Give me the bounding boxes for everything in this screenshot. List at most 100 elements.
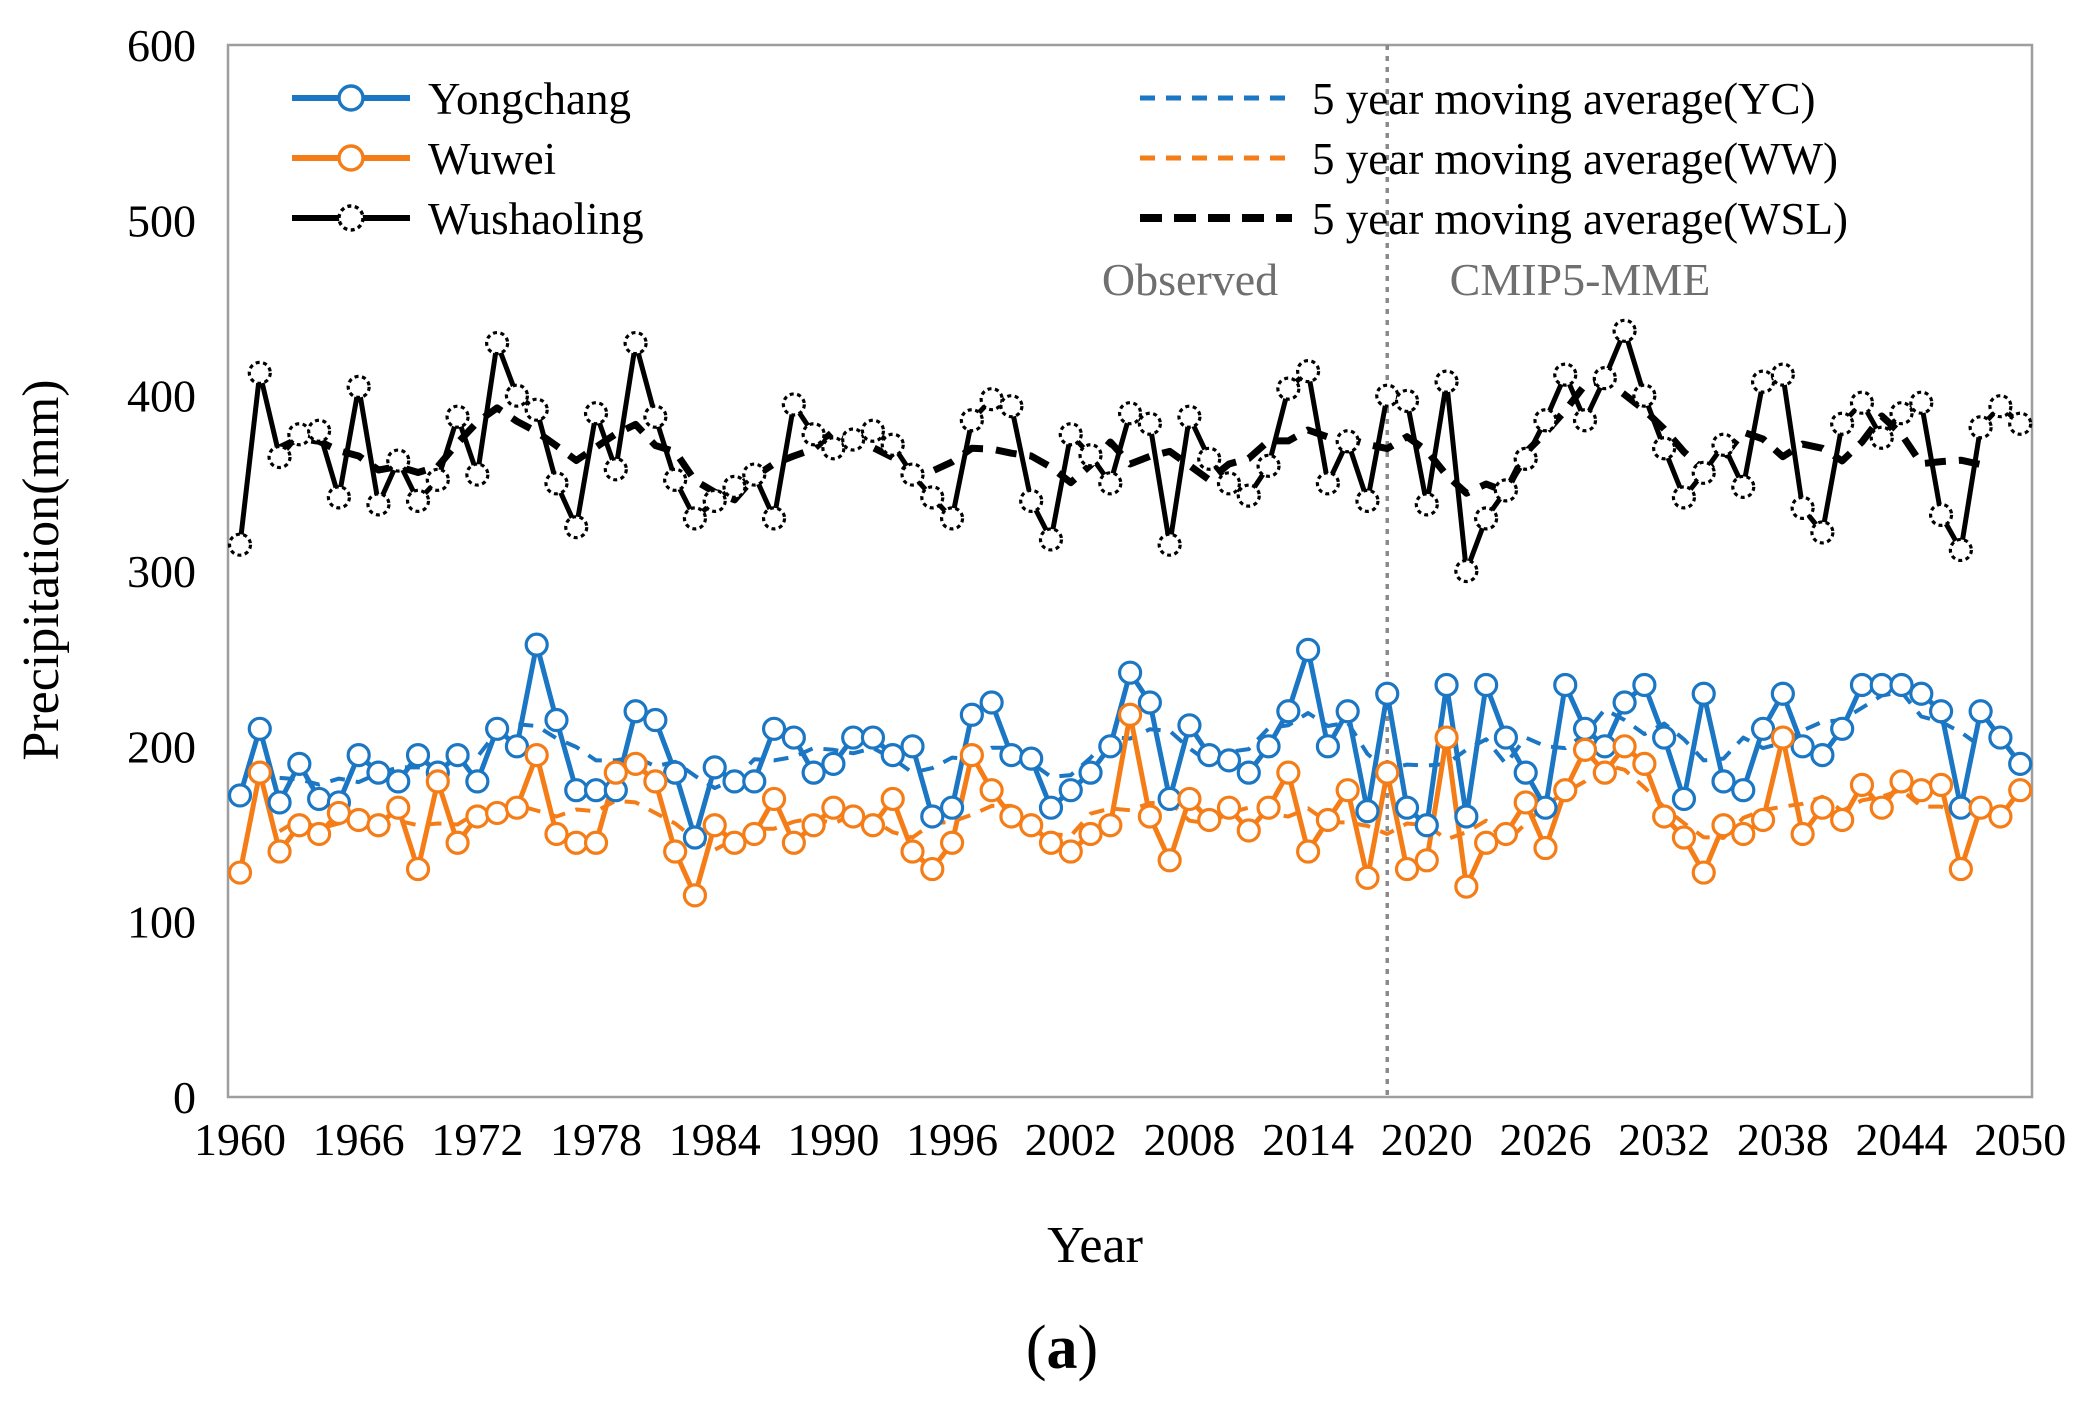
series-wushaoling-marker bbox=[425, 467, 450, 492]
series-wushaoling-marker bbox=[801, 422, 826, 447]
y-tick-label: 500 bbox=[127, 195, 196, 246]
series-wushaoling-marker bbox=[1770, 362, 1795, 387]
plot-area: 0 100 200 300 400 500 600 1960 1966 1972 1978 1984 1… bbox=[127, 20, 2066, 1165]
series-wuwei-marker bbox=[1612, 734, 1637, 759]
series-wuwei-marker bbox=[465, 804, 490, 829]
series-wuwei-marker bbox=[920, 856, 945, 882]
series-yongchang-marker bbox=[307, 786, 332, 812]
series-wushaoling-marker bbox=[583, 401, 609, 426]
series-yongchang-marker bbox=[1830, 716, 1855, 741]
series-wuwei-marker bbox=[623, 751, 648, 776]
series-yongchang-marker bbox=[1117, 660, 1143, 685]
legend-label-ma-wsl: 5 year moving average(WSL) bbox=[1312, 194, 1848, 244]
series-yongchang-marker bbox=[524, 632, 549, 657]
series-yongchang-marker bbox=[405, 742, 431, 768]
series-yongchang-marker bbox=[1019, 746, 1044, 771]
series-wuwei-marker bbox=[1474, 830, 1499, 855]
series-wushaoling-marker bbox=[1335, 429, 1360, 454]
series-wushaoling-marker bbox=[761, 506, 787, 531]
series-wuwei-marker bbox=[267, 839, 292, 864]
series-yongchang-marker bbox=[1375, 681, 1400, 706]
series-wuwei-marker bbox=[1572, 737, 1598, 762]
series-wuwei-marker bbox=[1632, 751, 1657, 776]
series-wushaoling-marker bbox=[1493, 478, 1519, 503]
series-yongchang-marker bbox=[1493, 725, 1519, 750]
series-wuwei-marker bbox=[1770, 725, 1795, 750]
legend-marker-wushaoling bbox=[337, 204, 365, 232]
series-yongchang-marker bbox=[504, 734, 530, 759]
x-tick-label: 2044 bbox=[1856, 1114, 1948, 1165]
series-yongchang-marker bbox=[1671, 786, 1697, 812]
x-tick-label: 2026 bbox=[1499, 1114, 1591, 1165]
series-wuwei-marker bbox=[1909, 778, 1934, 803]
series-wushaoling-marker bbox=[326, 485, 351, 510]
series-wuwei-marker bbox=[1948, 856, 1973, 882]
series-wushaoling-marker bbox=[1869, 425, 1894, 450]
series-wuwei-marker bbox=[643, 769, 668, 794]
series-yongchang-marker bbox=[1296, 637, 1321, 663]
series-wuwei-marker bbox=[841, 804, 866, 829]
series-wushaoling-marker bbox=[405, 488, 431, 513]
x-tick-label: 2020 bbox=[1381, 1114, 1473, 1165]
series-wushaoling-marker bbox=[920, 485, 945, 510]
series-wuwei-marker bbox=[326, 800, 351, 826]
y-tick-label: 600 bbox=[127, 20, 196, 71]
moving-average-line-ww bbox=[278, 762, 1981, 852]
x-tick-label: 1984 bbox=[669, 1114, 761, 1165]
series-wuwei-marker bbox=[1157, 848, 1182, 873]
series-wushaoling-marker bbox=[1572, 408, 1598, 433]
series-wushaoling-marker bbox=[781, 392, 806, 417]
series-yongchang-marker bbox=[247, 716, 272, 741]
series-wuwei-marker bbox=[346, 807, 371, 833]
series-wushaoling-marker bbox=[1038, 527, 1064, 552]
series-yongchang-marker bbox=[1434, 672, 1459, 698]
series-yongchang-marker bbox=[939, 795, 965, 820]
observed-region-label: Observed bbox=[1102, 254, 1278, 305]
series-yongchang-marker bbox=[346, 742, 371, 768]
series-wushaoling-marker bbox=[841, 427, 866, 452]
series-wushaoling-marker bbox=[742, 462, 767, 487]
series-yongchang-marker bbox=[1078, 760, 1103, 785]
series-wuwei-marker bbox=[1928, 772, 1954, 798]
series-wuwei-marker bbox=[1177, 786, 1202, 812]
series-yongchang-marker bbox=[1909, 681, 1934, 706]
series-wushaoling-marker bbox=[1988, 394, 2013, 419]
y-tick-label: 0 bbox=[173, 1072, 196, 1123]
series-yongchang-marker bbox=[1810, 742, 1835, 768]
series-wuwei-marker bbox=[405, 856, 431, 882]
series-wuwei-marker bbox=[1137, 804, 1162, 829]
series-yongchang-marker bbox=[1335, 699, 1360, 724]
series-yongchang-marker bbox=[959, 702, 984, 727]
series-wushaoling-marker bbox=[1177, 404, 1202, 429]
series-yongchang-marker bbox=[544, 707, 569, 733]
series-wuwei-marker bbox=[1434, 725, 1459, 750]
legend-label-ma-ww: 5 year moving average(WW) bbox=[1312, 134, 1838, 184]
series-yongchang-marker bbox=[702, 755, 727, 780]
series-wuwei-marker bbox=[1256, 795, 1281, 820]
series-wuwei-marker bbox=[781, 830, 806, 855]
series-wushaoling-marker bbox=[1849, 390, 1875, 415]
series-yongchang-marker bbox=[1137, 690, 1162, 715]
series-yongchang-marker bbox=[1968, 699, 1993, 724]
plot-border bbox=[226, 43, 2034, 1099]
caption-letter: a bbox=[1047, 1314, 1078, 1382]
series-yongchang-marker bbox=[999, 742, 1024, 768]
series-wuwei-marker bbox=[1216, 795, 1242, 820]
series-wushaoling-marker bbox=[1632, 383, 1657, 408]
series-wushaoling-marker bbox=[1375, 383, 1400, 408]
series-wuwei-marker bbox=[1414, 848, 1439, 873]
series-wushaoling-marker bbox=[1434, 369, 1459, 394]
legend-label-ma-yc: 5 year moving average(YC) bbox=[1312, 74, 1816, 124]
series-wuwei-marker bbox=[366, 813, 391, 838]
series-yongchang-marker bbox=[979, 690, 1004, 715]
series-wushaoling-marker bbox=[1315, 471, 1341, 496]
series-wushaoling-marker bbox=[1750, 369, 1776, 394]
series-yongchang-marker bbox=[1849, 672, 1875, 698]
series-wuwei-marker bbox=[722, 830, 747, 855]
series-yongchang-marker bbox=[1592, 734, 1617, 759]
series-yongchang-marker bbox=[1869, 672, 1894, 698]
series-wuwei-marker bbox=[821, 795, 846, 820]
series-wuwei-marker bbox=[1078, 821, 1103, 847]
series-wushaoling-marker bbox=[1276, 376, 1301, 401]
series-wuwei-marker bbox=[742, 821, 767, 847]
